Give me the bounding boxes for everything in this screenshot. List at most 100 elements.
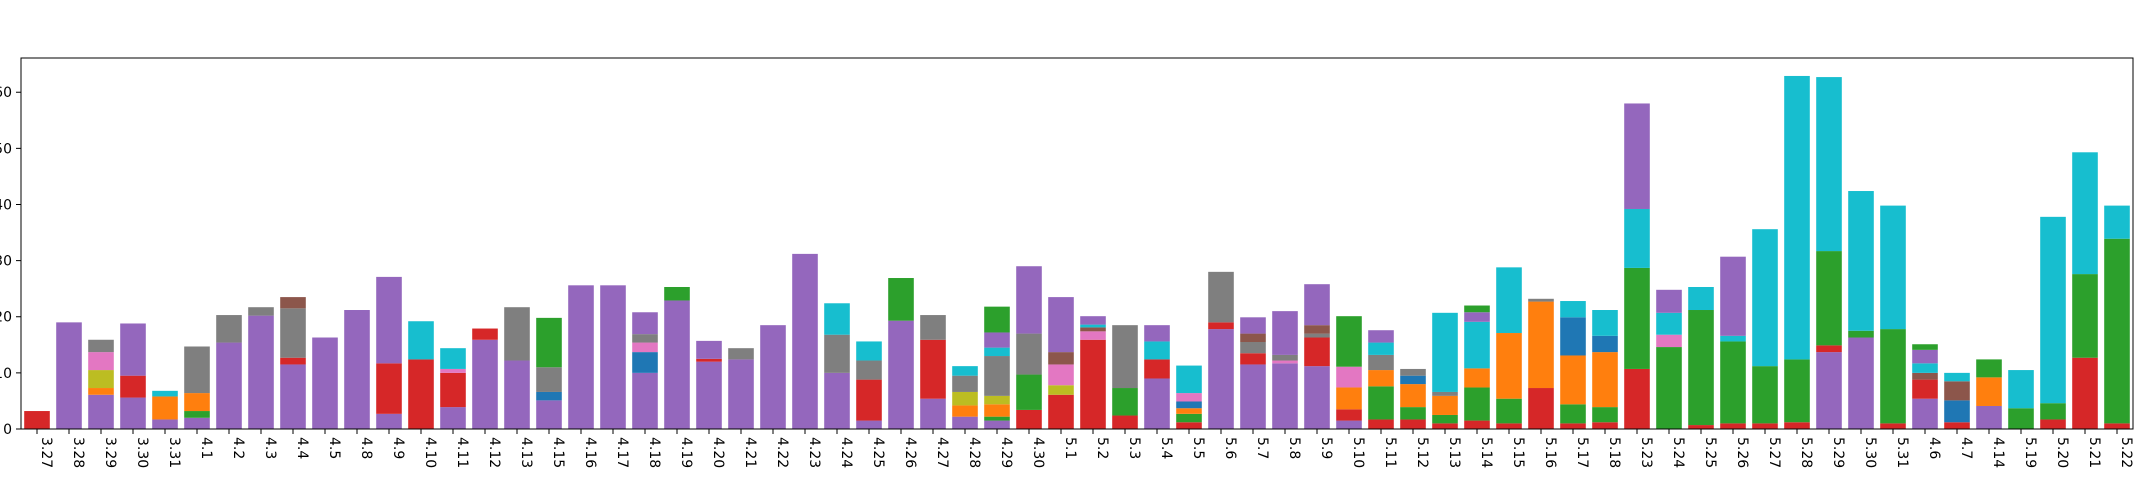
bar-segment (1368, 386, 1394, 420)
bar-segment (1784, 359, 1810, 423)
bar-segment (1848, 191, 1874, 331)
x-tick-label: 3.29 (102, 437, 118, 468)
bar-segment (1240, 342, 1266, 354)
x-tick-label: 5.17 (1574, 437, 1590, 468)
bar-segment (792, 253, 818, 429)
x-tick-label: 5.11 (1382, 437, 1398, 468)
bar-segment (1880, 329, 1906, 424)
bar-segment (1624, 103, 1650, 209)
bar-segment (1912, 349, 1938, 364)
bar-segment (1912, 372, 1938, 380)
bar-segment (1560, 423, 1586, 429)
bar-segment (1048, 352, 1074, 365)
bar-segment (1272, 311, 1298, 355)
x-tick-label: 4.27 (934, 437, 950, 468)
x-tick-label: 5.30 (1862, 437, 1878, 468)
bar-segment (1560, 404, 1586, 424)
bar-segment (1240, 353, 1266, 365)
bar-segment (1464, 368, 1490, 388)
bar-segment (728, 348, 754, 360)
bar-segment (1432, 414, 1458, 424)
bar-segment (1464, 312, 1490, 322)
x-tick-label: 4.2 (230, 437, 246, 459)
y-tick-label: 50 (0, 141, 12, 157)
y-tick-label: 30 (0, 254, 12, 270)
bar-segment (1592, 310, 1618, 336)
bar-segment (1464, 305, 1490, 313)
bar-segment (1784, 75, 1810, 360)
bar-segment (1816, 345, 1842, 353)
bar-segment (920, 398, 946, 429)
y-tick-label: 60 (0, 85, 12, 101)
bar-segment (1816, 251, 1842, 346)
x-tick-label: 5.22 (2118, 437, 2134, 468)
bar-segment (88, 352, 114, 371)
bar-segment (1848, 330, 1874, 338)
x-tick-label: 5.16 (1542, 437, 1558, 468)
bar-segment (88, 388, 114, 395)
bar-segment (952, 391, 978, 406)
x-tick-label: 4.1 (198, 437, 214, 459)
bar-segment (1560, 355, 1586, 405)
bar-segment (856, 379, 882, 421)
bar-segment (280, 308, 306, 358)
bar-segment (184, 346, 210, 394)
bar-segment (1720, 256, 1746, 336)
x-tick-label: 4.24 (838, 437, 854, 468)
bar-segment (1176, 408, 1202, 414)
bar-segment (1400, 384, 1426, 408)
bar-segment (504, 360, 530, 429)
bar-segment (1944, 381, 1970, 401)
bar-segment (1816, 352, 1842, 429)
x-tick-label: 5.8 (1286, 437, 1302, 459)
bar-segment (1720, 423, 1746, 429)
bar-segment (440, 368, 466, 373)
bar-segment (1656, 347, 1682, 429)
bar-segment (1592, 422, 1618, 429)
bar-segment (1368, 330, 1394, 343)
bar-segment (1112, 388, 1138, 416)
bar-segment (1304, 325, 1330, 334)
x-tick-label: 5.31 (1894, 437, 1910, 468)
bar-segment (824, 303, 850, 335)
bar-segment (2072, 152, 2098, 275)
y-tick-label: 40 (0, 197, 12, 213)
y-tick-label: 0 (3, 422, 12, 438)
bar-segment (1624, 368, 1650, 429)
x-tick-label: 4.21 (742, 437, 758, 468)
x-tick-label: 5.21 (2086, 437, 2102, 468)
bar-segment (344, 310, 370, 429)
bar-segment (1208, 322, 1234, 330)
bar-segment (376, 276, 402, 364)
bar-segment (1560, 301, 1586, 318)
bar-segment (152, 390, 178, 397)
bar-segment (984, 306, 1010, 333)
bar-segment (1848, 337, 1874, 429)
bar-segment (1272, 354, 1298, 361)
bar-segment (408, 321, 434, 360)
x-tick-label: 5.6 (1222, 437, 1238, 459)
x-tick-label: 3.31 (166, 437, 182, 468)
bar-segment (1400, 407, 1426, 420)
bar-segment (280, 357, 306, 365)
bar-segment (1400, 375, 1426, 385)
x-tick-label: 5.1 (1062, 437, 1078, 459)
bar-segment (632, 352, 658, 373)
bar-segment (1944, 372, 1970, 382)
bar-segment (856, 360, 882, 380)
x-tick-label: 5.25 (1702, 437, 1718, 468)
bar-segment (1496, 333, 1522, 399)
bar-segment (1016, 266, 1042, 334)
x-tick-label: 5.19 (2022, 437, 2038, 468)
x-tick-label: 4.25 (870, 437, 886, 468)
bar-segment (184, 411, 210, 418)
plot-frame (20, 57, 2134, 430)
bar-segment (472, 328, 498, 340)
bar-segment (1464, 420, 1490, 429)
bar-segment (1560, 317, 1586, 356)
x-tick-label: 5.4 (1158, 437, 1174, 459)
bar-segment (1432, 395, 1458, 415)
bar-segment (536, 317, 562, 368)
bar-segment (1176, 401, 1202, 409)
bar-segment (1208, 271, 1234, 323)
